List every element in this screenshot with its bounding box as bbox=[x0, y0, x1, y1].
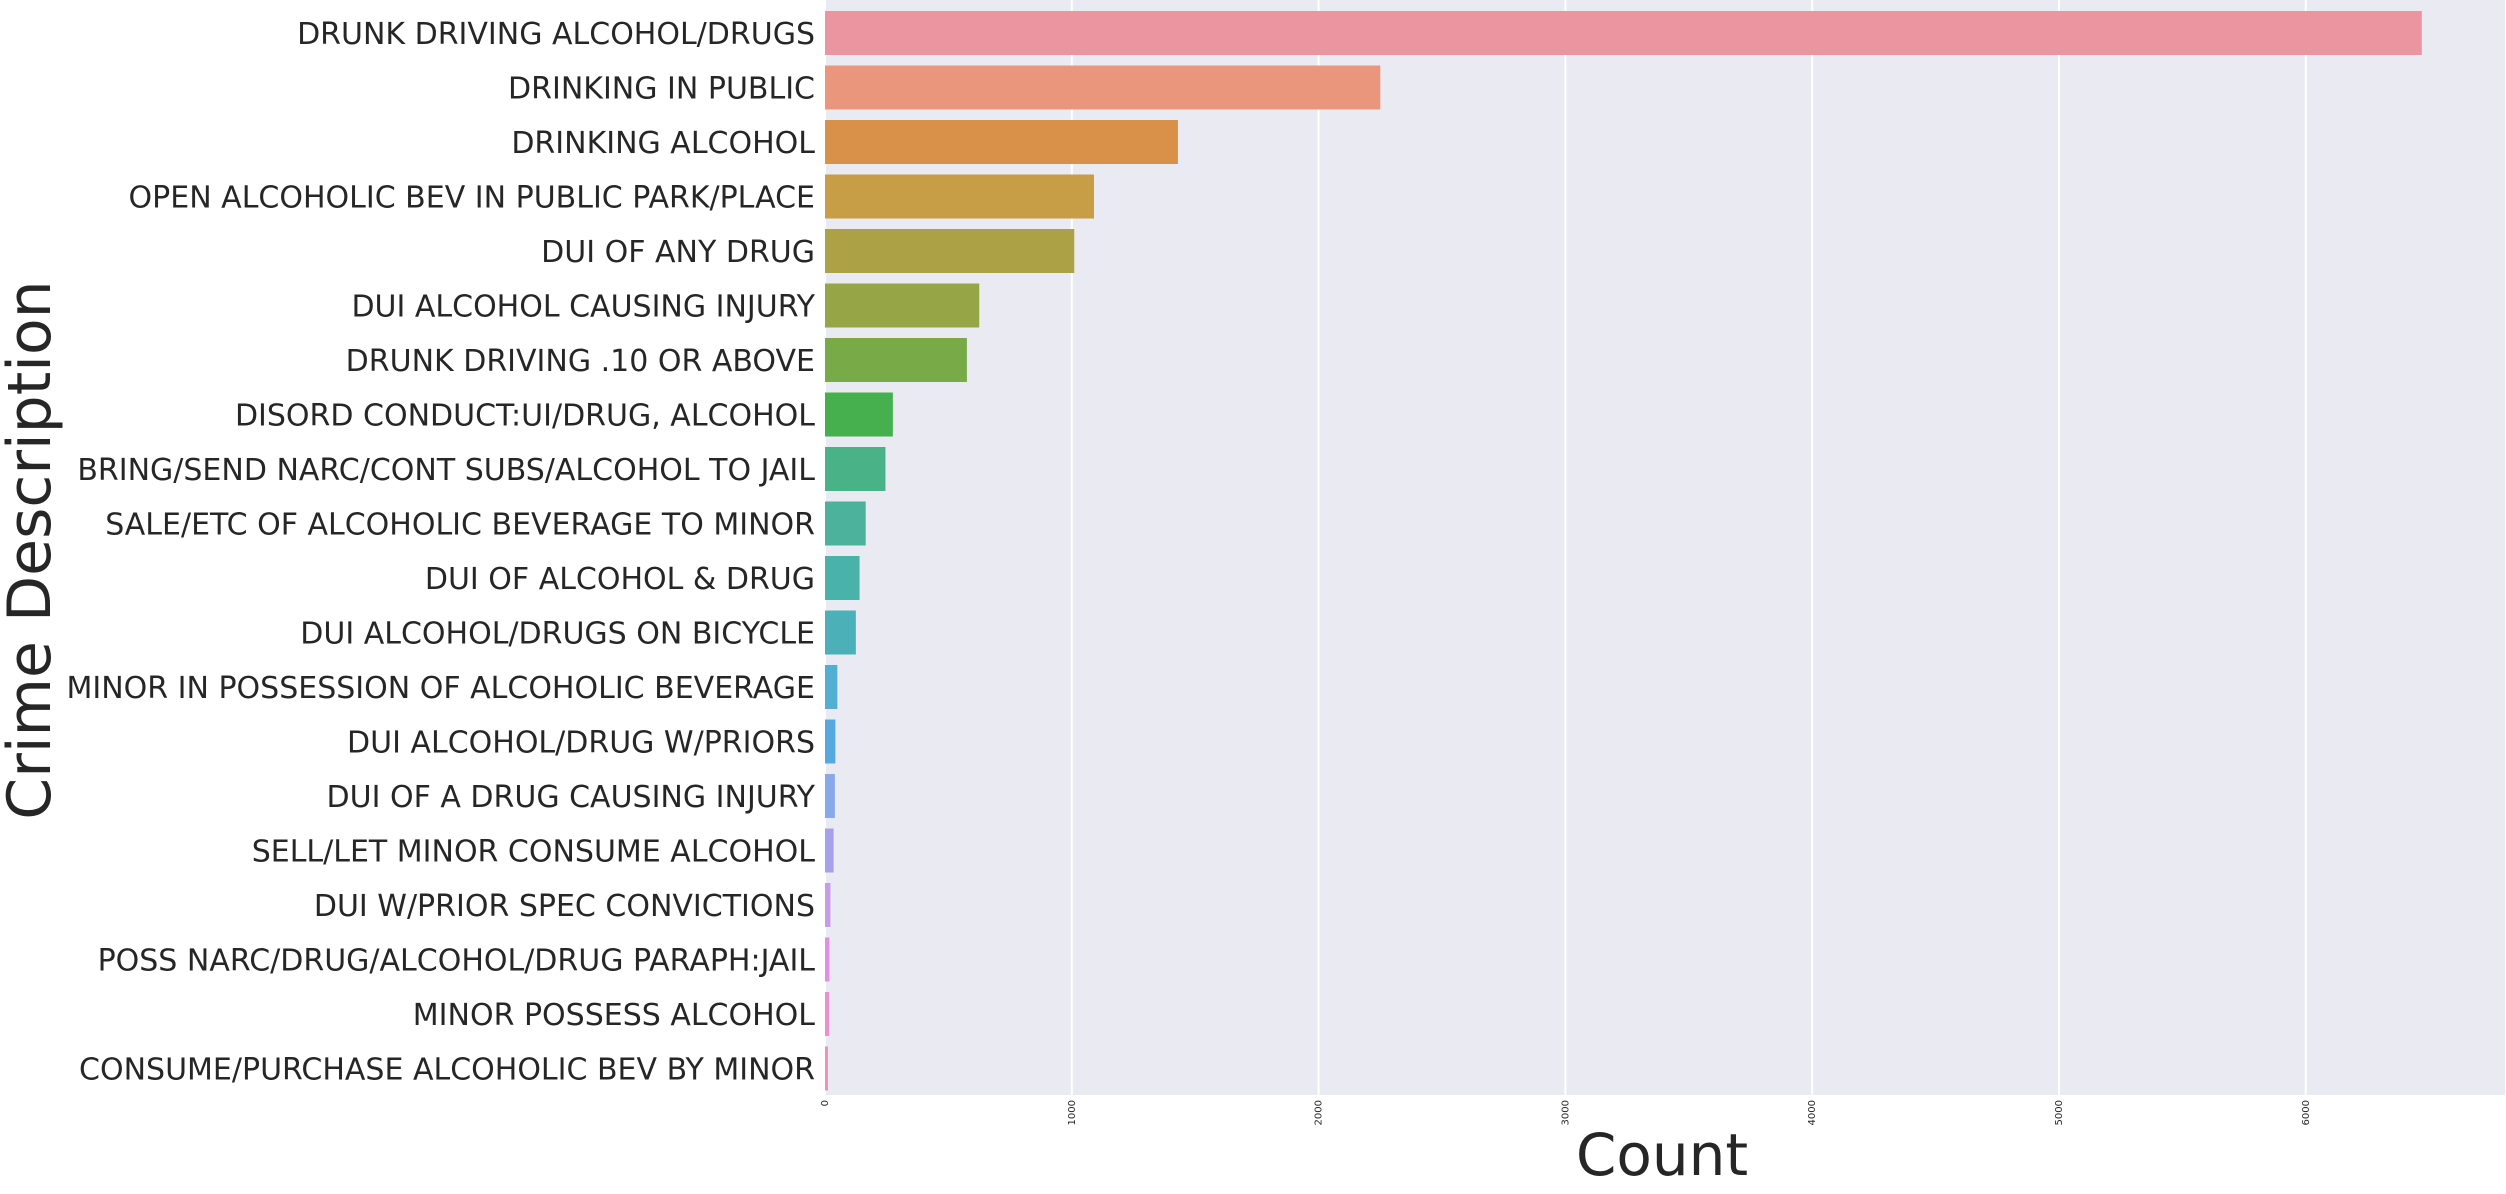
x-tick-label: 4000 bbox=[1807, 1100, 1818, 1125]
x-axis-label: Count bbox=[1576, 1121, 1748, 1189]
bar bbox=[825, 774, 835, 818]
bar bbox=[825, 1046, 828, 1091]
category-label: OPEN ALCOHOLIC BEV IN PUBLIC PARK/PLACE bbox=[129, 181, 815, 216]
bar bbox=[825, 229, 1075, 273]
bar bbox=[825, 556, 860, 600]
category-label: SALE/ETC OF ALCOHOLIC BEVERAGE TO MINOR bbox=[105, 508, 815, 543]
bar bbox=[825, 11, 2422, 55]
category-label: MINOR POSSESS ALCOHOL bbox=[413, 998, 816, 1033]
plot-area bbox=[825, 0, 2505, 1095]
category-label: DUI OF A DRUG CAUSING INJURY bbox=[327, 780, 816, 815]
category-label: CONSUME/PURCHASE ALCOHOLIC BEV BY MINOR bbox=[79, 1053, 815, 1088]
bar bbox=[825, 174, 1095, 219]
bar bbox=[825, 828, 834, 873]
y-axis-label: Crime Description bbox=[0, 280, 65, 819]
category-label: DUI ALCOHOL/DRUG W/PRIORS bbox=[347, 726, 815, 761]
category-label: DUI ALCOHOL CAUSING INJURY bbox=[351, 290, 815, 325]
category-label: DUI W/PRIOR SPEC CONVICTIONS bbox=[314, 889, 815, 924]
x-tick-label: 3000 bbox=[1560, 1100, 1571, 1125]
bar bbox=[825, 992, 830, 1036]
x-tick-labels: 0 1000 2000 3000 4000 5000 6000 bbox=[820, 1100, 2312, 1125]
bar bbox=[825, 338, 967, 382]
x-tick-label: 6000 bbox=[2301, 1100, 2312, 1125]
category-label: BRING/SEND NARC/CONT SUBS/ALCOHOL TO JAI… bbox=[77, 453, 815, 488]
category-label: DRUNK DRIVING .10 OR ABOVE bbox=[346, 344, 815, 379]
bar bbox=[825, 883, 831, 927]
bar bbox=[825, 665, 838, 709]
bar bbox=[825, 392, 893, 437]
bar bbox=[825, 501, 866, 546]
bar bbox=[825, 283, 980, 328]
category-label: DUI ALCOHOL/DRUGS ON BICYCLE bbox=[300, 617, 815, 652]
category-label: DRINKING ALCOHOL bbox=[511, 126, 815, 161]
category-label: DUI OF ANY DRUG bbox=[541, 235, 815, 270]
x-tick-label: 1000 bbox=[1067, 1100, 1078, 1125]
bars bbox=[825, 11, 2422, 1091]
category-label: SELL/LET MINOR CONSUME ALCOHOL bbox=[252, 835, 816, 870]
category-label: DRUNK DRIVING ALCOHOL/DRUGS bbox=[297, 17, 815, 52]
category-label: MINOR IN POSSESSION OF ALCOHOLIC BEVERAG… bbox=[66, 671, 815, 706]
bar bbox=[825, 120, 1178, 164]
category-label: DUI OF ALCOHOL & DRUG bbox=[425, 562, 815, 597]
category-label: POSS NARC/DRUG/ALCOHOL/DRUG PARAPH:JAIL bbox=[98, 944, 816, 979]
category-label: DISORD CONDUCT:UI/DRUG, ALCOHOL bbox=[235, 399, 815, 434]
category-labels: DRUNK DRIVING ALCOHOL/DRUGS DRINKING IN P… bbox=[66, 17, 815, 1088]
bar bbox=[825, 65, 1381, 110]
bar bbox=[825, 719, 836, 764]
bar bbox=[825, 610, 856, 655]
bar bbox=[825, 447, 886, 491]
category-label: DRINKING IN PUBLIC bbox=[508, 72, 815, 107]
x-tick-label: 5000 bbox=[2054, 1100, 2065, 1125]
bar bbox=[825, 937, 830, 982]
x-tick-label: 0 bbox=[820, 1100, 831, 1106]
x-tick-label: 2000 bbox=[1314, 1100, 1325, 1125]
